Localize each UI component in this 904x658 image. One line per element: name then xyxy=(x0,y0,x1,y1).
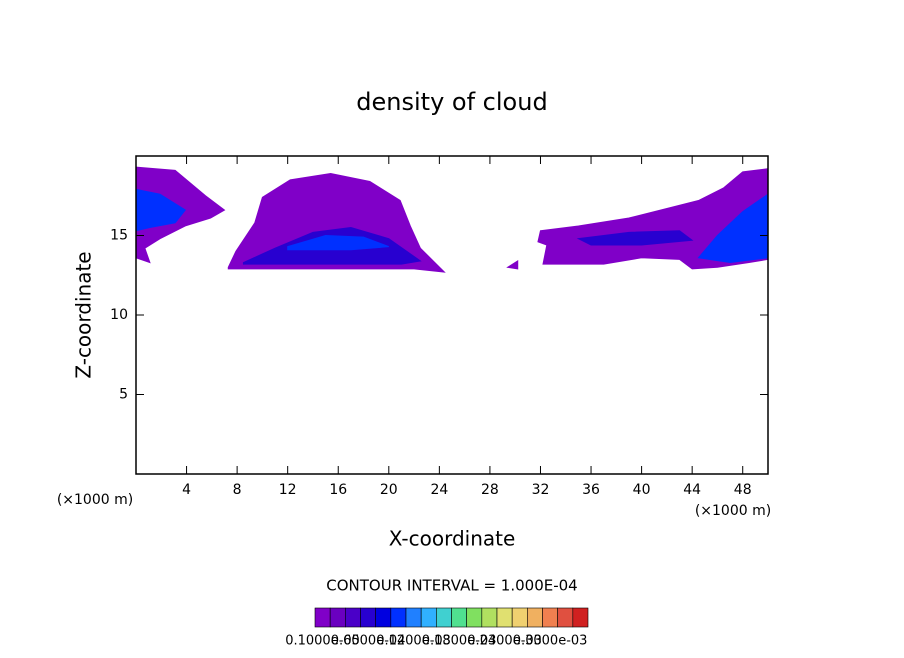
contour-region xyxy=(506,260,519,270)
colorbar-label: 0.1000e-05 xyxy=(285,634,360,649)
contour-region xyxy=(576,230,694,246)
colorbar-swatch xyxy=(329,607,346,628)
x-tick-label: 28 xyxy=(481,482,499,498)
x-tick-label: 8 xyxy=(233,482,242,498)
y-axis-label: Z-coordinate xyxy=(72,251,96,378)
colorbar-swatch xyxy=(420,607,437,628)
colorbar-swatch xyxy=(390,607,407,628)
chart-title: density of cloud xyxy=(356,88,547,116)
colorbar-label: 0.6000e-04 xyxy=(331,634,406,649)
x-axis-label: X-coordinate xyxy=(389,527,516,551)
x-tick-label: 24 xyxy=(430,482,448,498)
x-tick-label: 20 xyxy=(380,482,398,498)
colorbar-swatch xyxy=(375,607,392,628)
x-tick-label: 32 xyxy=(532,482,550,498)
colorbar-swatch xyxy=(451,607,467,628)
y-tick-label: 5 xyxy=(119,387,128,403)
x-tick-label: 36 xyxy=(582,482,600,498)
y-tick-label: 15 xyxy=(110,228,128,244)
colorbar-swatch xyxy=(314,607,331,628)
colorbar-swatch xyxy=(436,607,452,628)
plot-frame xyxy=(135,155,769,475)
contour-region xyxy=(287,234,389,251)
colorbar-swatch xyxy=(557,607,574,628)
colorbar-swatch xyxy=(360,607,376,628)
x-tick-label: 4 xyxy=(182,482,191,498)
colorbar-swatch xyxy=(542,607,558,628)
x-tick-label: 48 xyxy=(734,482,752,498)
colorbar-swatch xyxy=(527,607,543,628)
x-tick-label: 40 xyxy=(633,482,651,498)
x-tick-label: 16 xyxy=(329,482,347,498)
colorbar-label: 0.1800e-03 xyxy=(422,634,497,649)
colorbar-label: 0.1200e-03 xyxy=(376,634,451,649)
colorbar-swatch xyxy=(466,607,483,628)
y-tick-label: 10 xyxy=(110,307,128,323)
colorbar-label: 0.2400e-03 xyxy=(467,634,542,649)
y-unit-label: (×1000 m) xyxy=(57,492,133,508)
colorbar-swatch xyxy=(405,607,422,628)
colorbar-swatch xyxy=(572,607,589,628)
x-tick-label: 44 xyxy=(683,482,701,498)
contour-note: CONTOUR INTERVAL = 1.000E-04 xyxy=(326,577,577,595)
colorbar-label: 0.3000e-03 xyxy=(513,634,588,649)
colorbar-swatch xyxy=(496,607,513,628)
x-tick-label: 12 xyxy=(279,482,297,498)
colorbar-swatch xyxy=(345,607,361,628)
x-unit-label: (×1000 m) xyxy=(695,503,771,519)
colorbar-swatch xyxy=(481,607,498,628)
colorbar-swatch xyxy=(511,607,528,628)
